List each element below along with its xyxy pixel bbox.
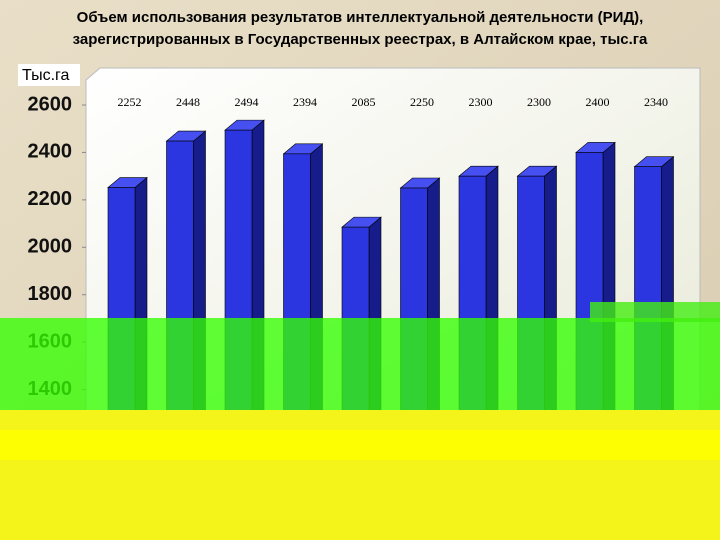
data-label: 2252: [118, 95, 142, 109]
chart-title: зарегистрированных в Государственных рее…: [73, 31, 648, 48]
data-label: 2250: [410, 95, 434, 109]
data-label: 2340: [644, 95, 668, 109]
data-label: 2394: [293, 95, 317, 109]
y-tick-label: 2600: [28, 93, 73, 115]
data-label: 2085: [352, 95, 376, 109]
artifact-green: [590, 302, 720, 322]
data-label: 2448: [176, 95, 200, 109]
data-label: 2300: [527, 95, 551, 109]
data-label: 2400: [586, 95, 610, 109]
data-label: 2300: [469, 95, 493, 109]
y-label-box: [18, 64, 80, 86]
y-tick-label: 2000: [28, 236, 73, 258]
y-tick-label: 2400: [28, 141, 73, 163]
y-tick-label: 1800: [28, 283, 73, 305]
artifact-green: [0, 318, 720, 410]
chart-title: Объем использования результатов интеллек…: [77, 9, 644, 26]
data-label: 2494: [235, 95, 259, 109]
artifact-yellow: [0, 430, 720, 460]
artifact-yellow: [0, 410, 720, 540]
y-tick-label: 2200: [28, 188, 73, 210]
y-axis-label: Тыс.га: [22, 67, 70, 84]
